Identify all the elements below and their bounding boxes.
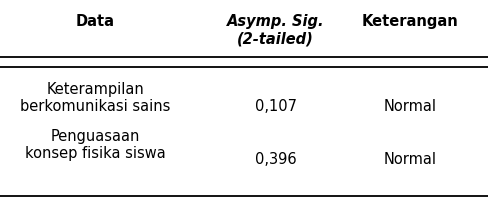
- Text: 0,396: 0,396: [255, 152, 297, 167]
- Text: Data: Data: [76, 14, 115, 29]
- Text: Penguasaan
konsep fisika siswa: Penguasaan konsep fisika siswa: [25, 129, 165, 161]
- Text: Asymp. Sig.
(2-tailed): Asymp. Sig. (2-tailed): [227, 14, 325, 47]
- Text: Normal: Normal: [384, 152, 436, 167]
- Text: Normal: Normal: [384, 99, 436, 114]
- Text: Keterangan: Keterangan: [362, 14, 458, 29]
- Text: Keterampilan
berkomunikasi sains: Keterampilan berkomunikasi sains: [20, 82, 170, 114]
- Text: 0,107: 0,107: [255, 99, 297, 114]
